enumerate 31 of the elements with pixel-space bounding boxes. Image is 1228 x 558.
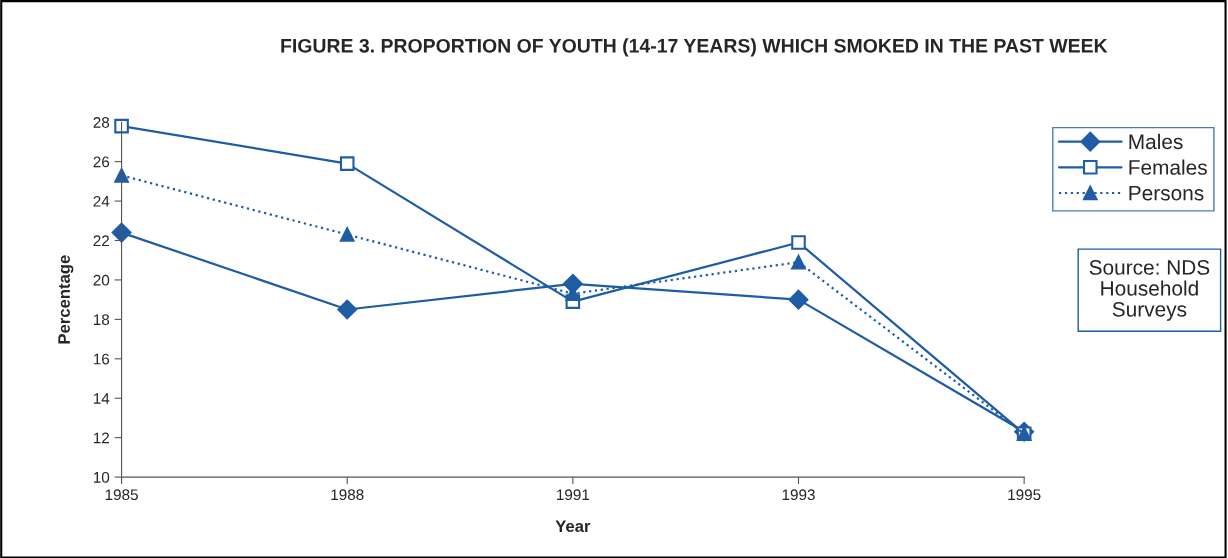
legend-label: Females — [1129, 159, 1207, 175]
point — [114, 118, 129, 134]
point — [791, 235, 806, 250]
y-tick-label: 24 — [93, 195, 110, 207]
point — [791, 254, 806, 270]
source-note: Source: NDS Household Surveys — [1089, 260, 1210, 321]
y-tick-label: 26 — [93, 156, 110, 168]
y-axis-title: Percentage — [58, 255, 74, 344]
point — [111, 222, 132, 243]
point — [339, 156, 355, 171]
y-tick-label: 20 — [93, 274, 110, 286]
y-tick-label: 22 — [93, 235, 109, 247]
chart-title: FIGURE 3. PROPORTION OF YOUTH (14-17 YEARS) WHICH SMOKED IN THE PAST WEEK — [281, 38, 1108, 57]
x-tick-label: 1985 — [105, 489, 138, 501]
x-tick-label: 1995 — [1008, 489, 1041, 501]
x-axis-title: Year — [555, 520, 591, 533]
legend-label: Males — [1129, 133, 1183, 150]
point — [339, 227, 355, 242]
y-tick-label: 12 — [93, 432, 109, 444]
y-tick-label: 14 — [93, 393, 110, 404]
y-tick-label: 16 — [93, 353, 110, 365]
x-tick-label: 1993 — [782, 489, 815, 501]
point — [788, 289, 809, 310]
x-tick-label: 1988 — [331, 489, 364, 501]
point — [114, 168, 129, 183]
y-tick-label: 18 — [93, 314, 110, 326]
legend-label: Persons — [1129, 185, 1204, 201]
x-tick-label: 1991 — [557, 489, 590, 501]
y-tick-label: 10 — [93, 471, 110, 483]
y-tick-label: 28 — [93, 117, 110, 128]
point — [337, 299, 358, 320]
